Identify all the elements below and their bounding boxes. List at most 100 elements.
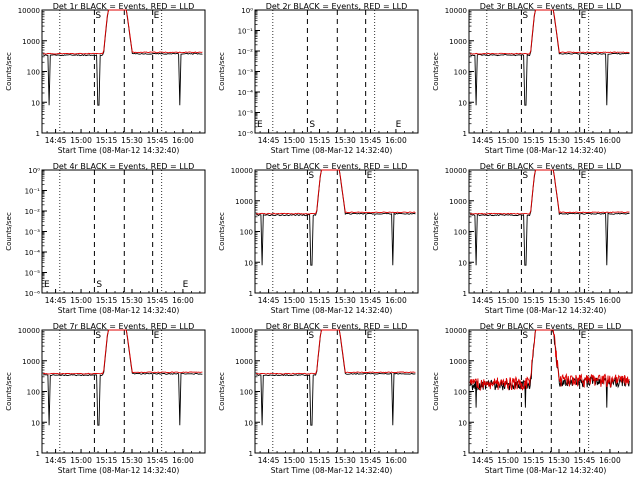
plot-frame	[41, 169, 206, 294]
y-tick-label: 1	[249, 290, 253, 298]
y-tick-label: 10⁻¹	[25, 188, 41, 196]
x-tick-label: 15:15	[96, 136, 118, 145]
chart-title: Det 2r BLACK = Events, RED = LLD	[266, 2, 408, 11]
y-tick-label: 1	[36, 130, 40, 138]
end-marker-label: E	[581, 171, 587, 181]
y-tick-label: 10000	[445, 327, 467, 335]
y-tick-label: 100	[27, 69, 40, 77]
x-tick-label: 15:00	[70, 136, 92, 145]
x-tick-label: 15:00	[497, 456, 519, 465]
panel-det3r: Det 3r BLACK = Events, RED = LLD 14:45 15:…	[427, 0, 640, 160]
x-tick-label: 15:15	[523, 296, 545, 305]
y-tick-label: 10000	[445, 7, 467, 15]
x-axis-label: Start Time (08-Mar-12 14:32:40)	[58, 146, 180, 155]
start-marker-label: S	[522, 171, 528, 181]
y-tick-label: 10⁻²	[238, 48, 254, 56]
x-tick-label: 15:30	[121, 296, 143, 305]
y-tick-label: 1000	[22, 38, 40, 46]
y-tick-label: 10	[31, 419, 40, 427]
x-tick-label: 14:45	[258, 296, 280, 305]
y-axis-label: Counts/sec	[432, 52, 440, 91]
x-tick-label: 15:45	[574, 456, 596, 465]
series-line-black	[42, 9, 203, 106]
x-tick-label: 16:00	[385, 296, 407, 305]
x-tick-label: 15:45	[360, 296, 382, 305]
y-tick-label: 10	[244, 259, 253, 267]
y-tick-label: 1000	[22, 358, 40, 366]
x-tick-label: 15:45	[360, 136, 382, 145]
x-tick-label: 15:00	[70, 456, 92, 465]
series-line-black	[42, 329, 203, 426]
x-tick-label: 16:00	[385, 456, 407, 465]
x-tick-label: 15:15	[523, 136, 545, 145]
end-marker-label: E	[257, 120, 263, 130]
y-tick-label: 10⁻⁵	[25, 270, 41, 278]
end-marker-label: E	[154, 11, 160, 21]
series-line-black	[255, 169, 416, 266]
x-tick-label: 16:00	[172, 136, 194, 145]
x-tick-label: 15:00	[283, 456, 305, 465]
y-tick-label: 1	[463, 450, 467, 458]
y-tick-label: 1	[36, 450, 40, 458]
x-tick-label: 15:00	[283, 296, 305, 305]
x-axis-label: Start Time (08-Mar-12 14:32:40)	[58, 306, 180, 315]
panel-det5r: Det 5r BLACK = Events, RED = LLD 14:45 15:…	[213, 160, 426, 320]
x-tick-label: 15:00	[497, 136, 519, 145]
y-tick-label: 1000	[449, 38, 467, 46]
x-tick-label: 16:00	[172, 456, 194, 465]
y-axis-label: Counts/sec	[432, 372, 440, 411]
y-tick-label: 1000	[449, 198, 467, 206]
chart-title: Det 9r BLACK = Events, RED = LLD	[480, 322, 622, 331]
y-tick-label: 10⁰	[241, 7, 253, 15]
x-tick-label: 14:45	[258, 456, 280, 465]
end-marker-label: E	[154, 331, 160, 341]
chart-title: Det 1r BLACK = Events, RED = LLD	[53, 2, 195, 11]
y-tick-label: 100	[454, 69, 467, 77]
x-tick-label: 14:45	[45, 136, 67, 145]
x-tick-label: 15:00	[70, 296, 92, 305]
y-tick-label: 10000	[18, 7, 40, 15]
y-tick-label: 1000	[235, 198, 253, 206]
x-tick-label: 14:45	[45, 456, 67, 465]
y-tick-label: 10	[244, 419, 253, 427]
x-axis-label: Start Time (08-Mar-12 14:32:40)	[271, 466, 393, 475]
x-tick-label: 15:45	[360, 456, 382, 465]
x-tick-label: 15:30	[121, 136, 143, 145]
x-tick-label: 15:30	[548, 296, 570, 305]
y-tick-label: 100	[454, 389, 467, 397]
start-marker-label: S	[95, 11, 101, 21]
x-tick-label: 15:30	[334, 456, 356, 465]
x-axis-label: Start Time (08-Mar-12 14:32:40)	[271, 306, 393, 315]
series-line-black	[255, 329, 416, 426]
y-tick-label: 1	[463, 130, 467, 138]
y-tick-label: 10⁻¹	[238, 28, 254, 36]
x-tick-label: 15:15	[309, 136, 331, 145]
x-tick-label: 15:30	[334, 136, 356, 145]
x-tick-label: 15:45	[147, 136, 169, 145]
y-tick-label: 10000	[18, 327, 40, 335]
x-tick-label: 15:15	[309, 456, 331, 465]
y-axis-label: Counts/sec	[218, 212, 226, 251]
chart-title: Det 5r BLACK = Events, RED = LLD	[266, 162, 408, 171]
x-tick-label: 14:45	[258, 136, 280, 145]
y-tick-label: 1	[463, 290, 467, 298]
y-tick-label: 10	[458, 99, 467, 107]
chart-title: Det 4r BLACK = Events, RED = LLD	[53, 162, 195, 171]
y-tick-label: 10⁻⁵	[238, 110, 254, 118]
end-marker-label: E	[183, 280, 189, 290]
end-marker-label: E	[44, 280, 50, 290]
y-tick-label: 100	[240, 229, 253, 237]
y-tick-label: 10	[458, 419, 467, 427]
y-tick-label: 1	[249, 450, 253, 458]
x-tick-label: 15:30	[334, 296, 356, 305]
y-axis-label: Counts/sec	[5, 212, 13, 251]
x-tick-label: 16:00	[599, 136, 621, 145]
start-marker-label: S	[308, 331, 314, 341]
series-line-black	[469, 9, 630, 106]
chart-det2r: Det 2r BLACK = Events, RED = LLD 14:45 15:…	[218, 2, 419, 155]
